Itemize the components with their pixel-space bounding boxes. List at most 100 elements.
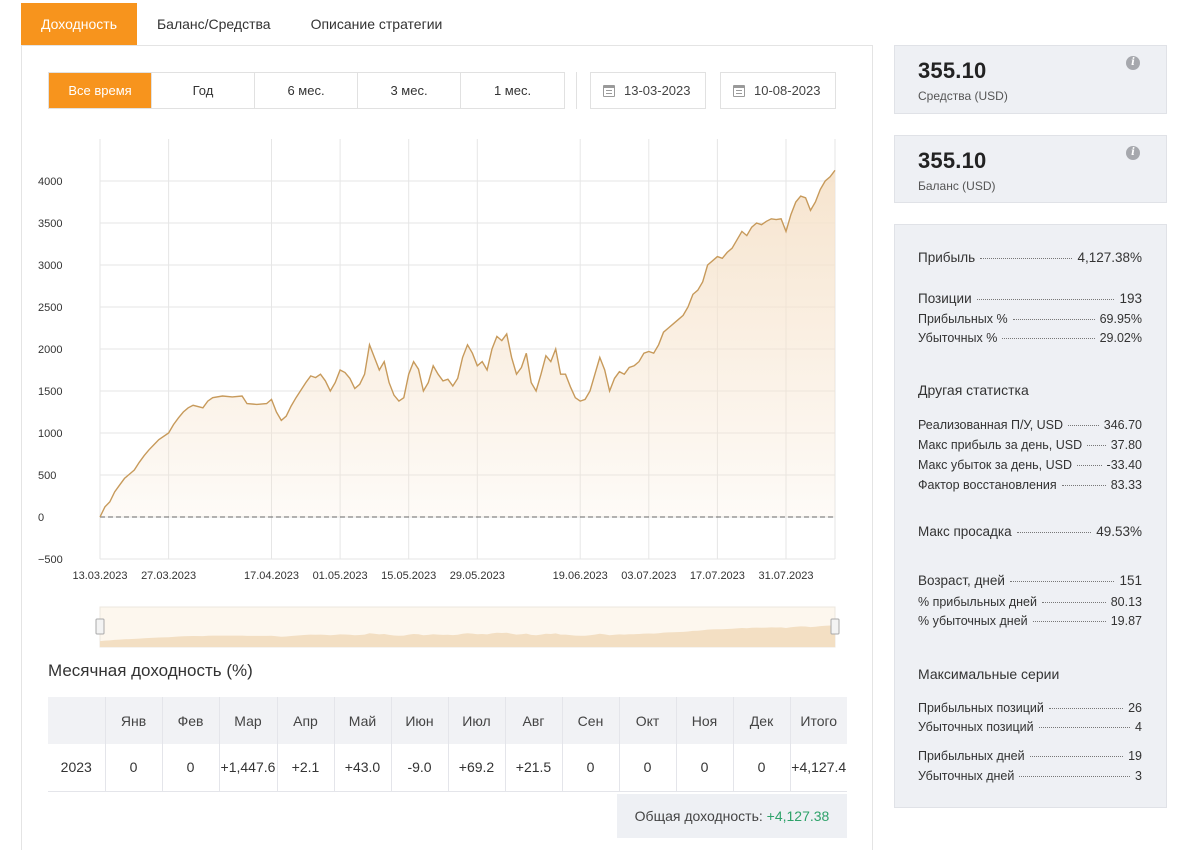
- info-icon[interactable]: i: [1126, 56, 1140, 70]
- x-tick-label: 13.03.2023: [72, 570, 127, 582]
- stat-label: Убыточных позиций: [918, 720, 1034, 734]
- period-year-button[interactable]: Год: [152, 73, 255, 108]
- y-tick-label: 1000: [38, 428, 62, 440]
- table-cell: 0: [732, 744, 790, 792]
- column-header: Июн: [390, 697, 448, 744]
- y-tick-label: 3000: [38, 260, 62, 272]
- table-cell: 0: [618, 744, 676, 792]
- navigator-left-handle[interactable]: [95, 618, 105, 635]
- stat-profit: Прибыль 4,127.38%: [918, 250, 1142, 265]
- tab-bar: Доходность Баланс/Средства Описание стра…: [21, 3, 462, 45]
- y-tick-label: 2000: [38, 344, 62, 356]
- tab-profitability[interactable]: Доходность: [21, 3, 137, 45]
- period-6-months-button[interactable]: 6 мес.: [255, 73, 358, 108]
- stat-label: Фактор восстановления: [918, 478, 1057, 492]
- balance-card: 355.10 Баланс (USD) i: [894, 135, 1167, 203]
- table-cell: 0: [561, 744, 619, 792]
- equity-label: Средства (USD): [918, 89, 1008, 103]
- stat-value: 4,127.38%: [1077, 250, 1142, 265]
- table-cell: 0: [104, 744, 162, 792]
- stat-label: Прибыльных дней: [918, 749, 1025, 763]
- stat-value: -33.40: [1106, 458, 1142, 472]
- stat-value: 29.02%: [1099, 331, 1142, 345]
- period-3-months-button[interactable]: 3 мес.: [358, 73, 461, 108]
- table-cell: +2.1: [276, 744, 334, 792]
- column-header: Сен: [561, 697, 619, 744]
- stat-max-profit-day: Макс прибыль за день, USD 37.80: [918, 438, 1142, 452]
- column-header: Мар: [218, 697, 277, 744]
- stat-value: 49.53%: [1096, 524, 1142, 539]
- stats-panel: Прибыль 4,127.38% Позиции 193 Прибыльных %…: [894, 224, 1167, 808]
- stat-max-loss-day: Макс убыток за день, USD -33.40: [918, 458, 1142, 472]
- stat-age-days: Возраст, дней 151: [918, 573, 1142, 588]
- stat-profitable-positions: Прибыльных позиций 26: [918, 701, 1142, 715]
- column-header: [48, 697, 105, 744]
- equity-card: 355.10 Средства (USD) i: [894, 45, 1167, 114]
- x-tick-label: 27.03.2023: [141, 570, 196, 582]
- y-tick-label: −500: [38, 554, 63, 566]
- x-tick-label: 01.05.2023: [313, 570, 368, 582]
- stat-label: Прибыльных позиций: [918, 701, 1044, 715]
- column-header: Окт: [618, 697, 676, 744]
- stat-value: 83.33: [1110, 478, 1142, 492]
- stat-recovery-factor: Фактор восстановления 83.33: [918, 478, 1142, 492]
- stat-label: Убыточных дней: [918, 769, 1015, 783]
- date-to-picker[interactable]: 10-08-2023: [720, 72, 836, 109]
- date-from-picker[interactable]: 13-03-2023: [590, 72, 706, 109]
- date-to-value: 10-08-2023: [754, 83, 821, 98]
- column-header: Ноя: [675, 697, 733, 744]
- column-header: Июл: [447, 697, 505, 744]
- tab-balance-equity[interactable]: Баланс/Средства: [156, 16, 271, 32]
- y-tick-label: 1500: [38, 386, 62, 398]
- monthly-returns-table: Янв Фев Мар Апр Май Июн Июл Авг Сен Окт Ноя Дек Итог…: [48, 697, 847, 792]
- stat-label: Макс просадка: [918, 524, 1012, 539]
- table-cell: 0: [675, 744, 733, 792]
- period-selector: Все время Год 6 мес. 3 мес. 1 мес.: [48, 72, 565, 109]
- monthly-returns-title: Месячная доходность (%): [48, 661, 253, 680]
- column-header: Апр: [276, 697, 334, 744]
- equity-value: 355.10: [918, 58, 987, 83]
- tab-strategy-description[interactable]: Описание стратегии: [310, 16, 443, 32]
- stat-value: 80.13: [1110, 595, 1142, 609]
- period-all-time-button[interactable]: Все время: [49, 73, 152, 108]
- calendar-icon: [603, 84, 615, 97]
- stat-profitable-days: Прибыльных дней 19: [918, 749, 1142, 763]
- stat-value: 4: [1135, 720, 1142, 734]
- stat-value: 26: [1128, 701, 1142, 715]
- total-return-value: +4,127.38: [766, 808, 830, 824]
- period-1-month-button[interactable]: 1 мес.: [461, 73, 564, 108]
- equity-chart[interactable]: 4000 3500 3000 2500 2000 1500 1000 500 0 −500 13.0…: [22, 46, 874, 656]
- x-tick-label: 31.07.2023: [758, 570, 813, 582]
- stat-label: Прибыльных %: [918, 312, 1008, 326]
- stat-label: Реализованная П/У, USD: [918, 418, 1064, 432]
- main-panel: Все время Год 6 мес. 3 мес. 1 мес. 13-03…: [21, 45, 873, 850]
- total-return: Общая доходность: +4,127.38: [617, 794, 847, 838]
- stat-label: Возраст, дней: [918, 573, 1005, 588]
- balance-label: Баланс (USD): [918, 179, 996, 193]
- table-header-row: Янв Фев Мар Апр Май Июн Июл Авг Сен Окт Ноя Дек Итог…: [48, 697, 847, 744]
- y-tick-label: 3500: [38, 218, 62, 230]
- info-icon[interactable]: i: [1126, 146, 1140, 160]
- navigator-right-handle[interactable]: [830, 618, 840, 635]
- other-stats-title: Другая статистка: [918, 382, 1029, 398]
- stat-value: 346.70: [1103, 418, 1142, 432]
- x-tick-label: 15.05.2023: [381, 570, 436, 582]
- stat-value: 69.95%: [1099, 312, 1142, 326]
- table-cell: -9.0: [390, 744, 448, 792]
- table-cell: +43.0: [333, 744, 391, 792]
- column-header: Фев: [161, 697, 219, 744]
- balance-value: 355.10: [918, 148, 987, 173]
- table-row: 2023 0 0 +1,447.6 +2.1 +43.0 -9.0 +69.2 +21.5 0 0 0…: [48, 744, 847, 792]
- stat-label: Макс убыток за день, USD: [918, 458, 1073, 472]
- stat-profitable-pct: Прибыльных % 69.95%: [918, 312, 1142, 326]
- column-header: Янв: [104, 697, 162, 744]
- stat-positions: Позиции 193: [918, 291, 1142, 306]
- divider: [576, 72, 577, 109]
- stat-label: Макс прибыль за день, USD: [918, 438, 1083, 452]
- stat-label: % прибыльных дней: [918, 595, 1037, 609]
- equity-area: [100, 170, 835, 518]
- stat-losing-days: Убыточных дней 3: [918, 769, 1142, 783]
- column-header: Май: [333, 697, 391, 744]
- y-tick-label: 0: [38, 512, 44, 524]
- table-cell: +21.5: [504, 744, 562, 792]
